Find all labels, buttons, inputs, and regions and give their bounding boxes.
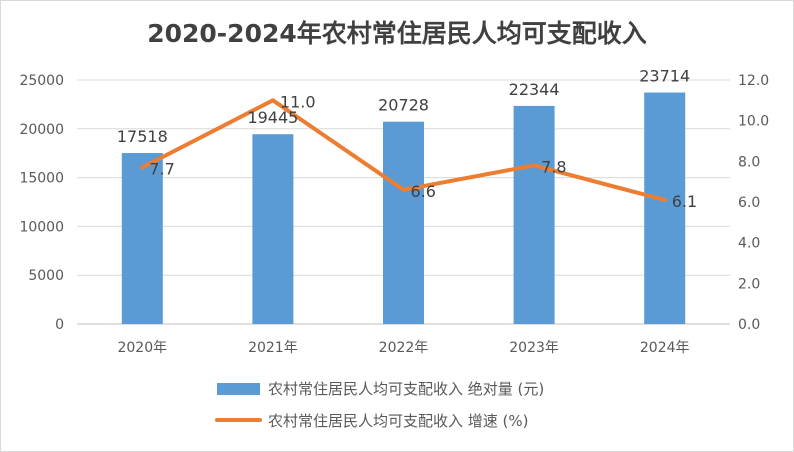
right-tick-label: 0.0 <box>738 317 760 333</box>
line-point <box>270 98 275 103</box>
chart-title: 2020-2024年农村常住居民人均可支配收入 <box>147 19 647 48</box>
x-tick-label: 2020年 <box>117 340 167 356</box>
right-tick-label: 10.0 <box>738 114 769 130</box>
line-point <box>401 187 406 192</box>
right-tick-label: 8.0 <box>738 154 760 170</box>
bar-value-label: 19445 <box>247 108 298 127</box>
left-tick-label: 20000 <box>19 122 64 138</box>
right-tick-label: 6.0 <box>738 195 760 211</box>
x-tick-label: 2021年 <box>248 340 298 356</box>
legend-swatch-bar <box>217 383 260 395</box>
x-tick-label: 2023年 <box>509 340 559 356</box>
bar-value-label: 17518 <box>117 127 168 146</box>
bar <box>513 105 555 324</box>
data-labels: 17518 19445 20728 22344 23714 7.7 11.0 6.6 7.8 6.… <box>117 67 697 211</box>
bar-value-label: 20728 <box>378 96 429 115</box>
legend-label-line: 农村常住居民人均可支配收入 增速 (%) <box>268 412 529 430</box>
legend: 农村常住居民人均可支配收入 绝对量 (元) 农村常住居民人均可支配收入 增速 (%… <box>215 380 544 430</box>
line-value-label: 7.8 <box>541 157 566 176</box>
line-value-label: 11.0 <box>280 92 316 111</box>
bar-value-label: 23714 <box>639 67 690 86</box>
bar <box>644 92 686 324</box>
x-tick-label: 2024年 <box>640 340 690 356</box>
bar <box>252 134 294 324</box>
x-axis: 2020年 2021年 2022年 2023年 2024年 <box>117 340 689 356</box>
left-axis: 0 5000 10000 15000 20000 25000 <box>19 73 64 333</box>
left-tick-label: 10000 <box>19 219 64 235</box>
line-point <box>140 165 145 170</box>
bar-value-label: 22344 <box>509 80 560 99</box>
line-series <box>140 98 667 202</box>
legend-label-bar: 农村常住居民人均可支配收入 绝对量 (元) <box>268 380 544 398</box>
bar <box>121 153 163 324</box>
bar-series <box>121 92 686 324</box>
right-tick-label: 12.0 <box>738 73 769 89</box>
right-axis: 0.0 2.0 4.0 6.0 8.0 10.0 12.0 <box>738 73 769 333</box>
line-value-label: 6.1 <box>672 192 697 211</box>
right-tick-label: 4.0 <box>738 236 760 252</box>
right-tick-label: 2.0 <box>738 276 760 292</box>
left-tick-label: 15000 <box>19 171 64 187</box>
left-tick-label: 25000 <box>19 73 64 89</box>
line-value-label: 7.7 <box>149 159 174 178</box>
left-tick-label: 5000 <box>28 268 64 284</box>
x-tick-label: 2022年 <box>379 340 429 356</box>
line-point <box>532 163 537 168</box>
line-value-label: 6.6 <box>411 182 436 201</box>
line-point <box>662 197 667 202</box>
bar <box>383 121 424 324</box>
left-tick-label: 0 <box>55 317 64 333</box>
